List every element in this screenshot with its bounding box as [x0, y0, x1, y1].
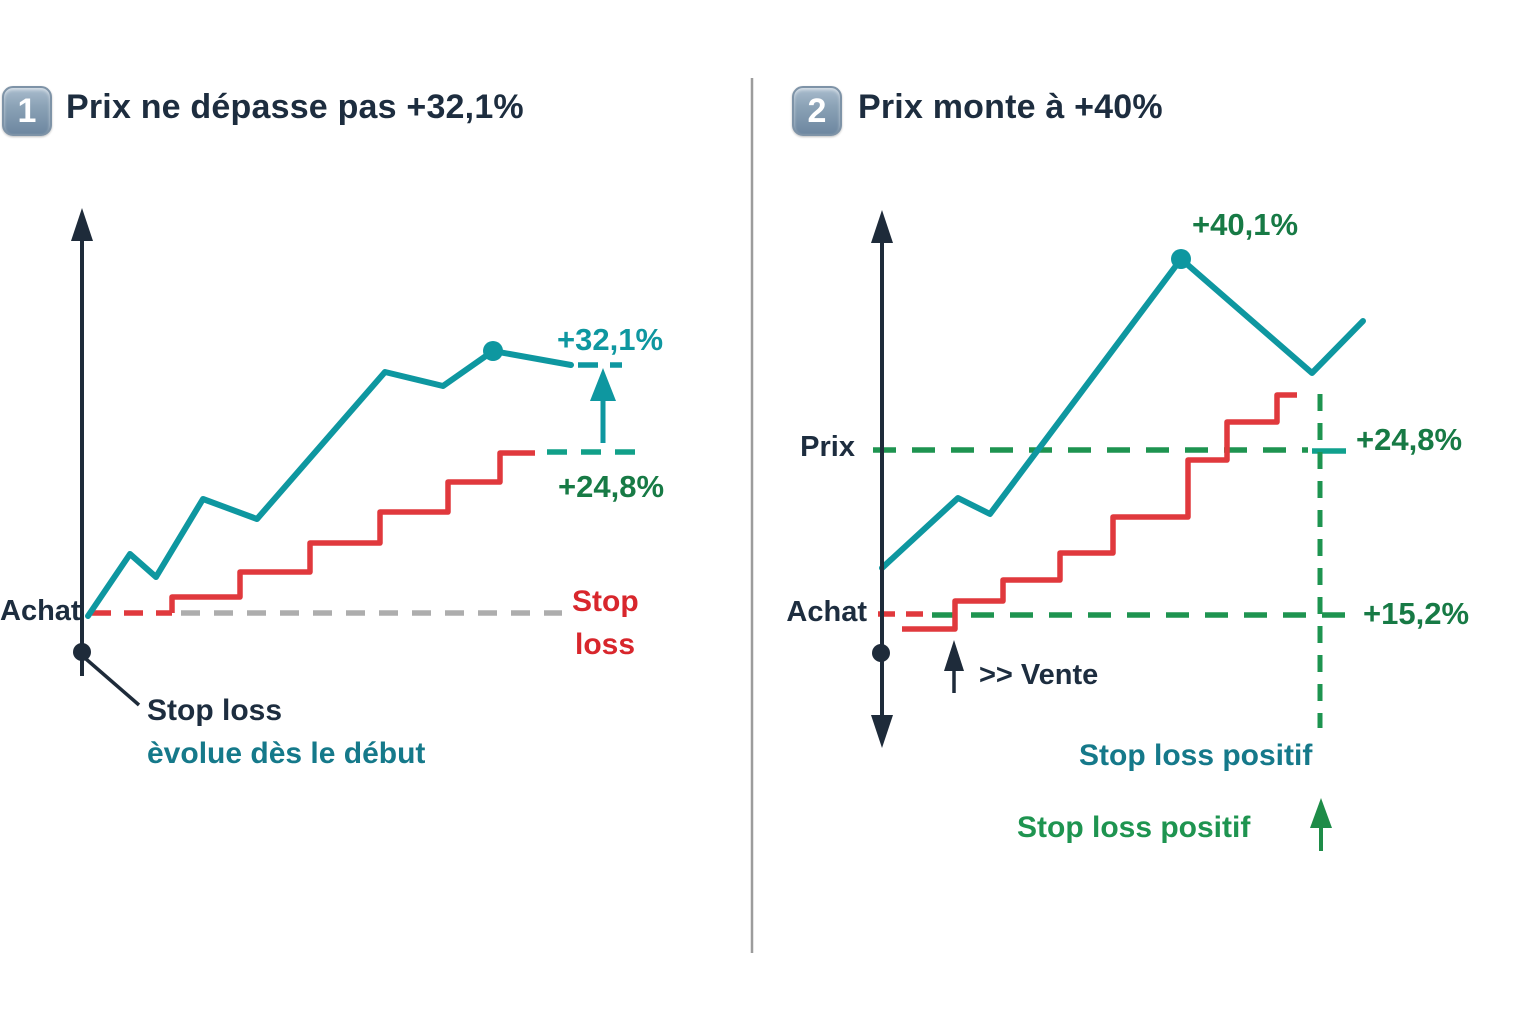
panel1-title: Prix ne dépasse pas +32,1%	[66, 88, 524, 126]
left-note-line1: Stop loss	[147, 694, 283, 727]
right-level-248-label: +24,8%	[1356, 422, 1463, 457]
left-price-peak-dot	[483, 341, 503, 361]
left-stoploss-step-line	[169, 450, 535, 613]
right-vente-arrow-head	[944, 640, 964, 671]
right-achat-dot	[872, 644, 890, 662]
right-stoploss-step-line	[902, 392, 1297, 632]
left-achat-label: Achat	[0, 595, 81, 627]
right-positif-arrow-head	[1310, 798, 1332, 828]
left-note-line2: èvolue dès le début	[147, 737, 426, 770]
left-achat-dot	[73, 643, 91, 661]
panel2-title: Prix monte à +40%	[858, 88, 1163, 126]
left-stoploss-label-line2: loss	[575, 628, 636, 661]
left-y-axis-arrow	[71, 208, 93, 241]
right-price-peak-dot	[1171, 249, 1191, 269]
left-gap-arrow-head	[590, 368, 616, 401]
right-stop-positif-green-label: Stop loss positif	[1017, 811, 1251, 844]
left-price-line	[85, 348, 574, 619]
panel1-badge-digit: 1	[17, 91, 37, 130]
left-stoplevel-value-label: +24,8%	[558, 469, 665, 504]
right-peak-value-label: +40,1%	[1192, 207, 1299, 242]
right-y-axis-arrow-down	[871, 715, 893, 748]
panel2-badge-digit: 2	[807, 91, 827, 130]
right-price-line	[879, 256, 1366, 571]
right-stop-positif-teal-label: Stop loss positif	[1079, 739, 1313, 772]
left-peak-value-label: +32,1%	[557, 322, 664, 357]
left-stoploss-label-line1: Stop	[572, 585, 639, 618]
panel2-number-badge: 2	[792, 86, 842, 136]
left-note-pointer-line	[84, 657, 141, 707]
panel1-number-badge: 1	[2, 86, 52, 136]
right-level-152-label: +15,2%	[1363, 596, 1470, 631]
right-prix-label: Prix	[800, 431, 855, 463]
right-vente-label: >> Vente	[979, 659, 1099, 691]
right-y-axis-arrow-up	[871, 210, 893, 243]
right-achat-label: Achat	[786, 596, 867, 628]
